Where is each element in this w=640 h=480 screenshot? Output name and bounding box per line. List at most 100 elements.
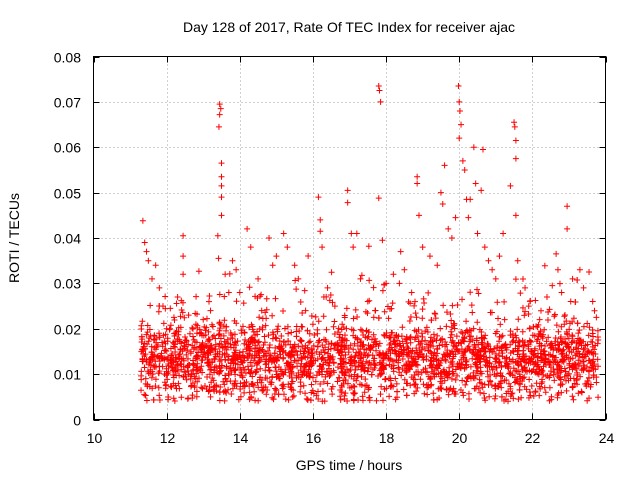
data-point <box>483 357 490 364</box>
y-tick-label: 0.02 <box>54 322 81 338</box>
data-point <box>185 341 192 348</box>
data-point <box>503 359 510 366</box>
data-point <box>569 318 576 325</box>
data-point <box>375 82 382 89</box>
data-point <box>530 392 537 399</box>
data-point <box>143 331 150 338</box>
data-point <box>537 307 544 314</box>
data-point <box>470 375 477 382</box>
data-point <box>232 338 239 345</box>
data-point <box>526 298 533 305</box>
data-point <box>411 302 418 309</box>
data-point <box>419 333 426 340</box>
data-point <box>445 391 452 398</box>
data-point <box>143 397 150 404</box>
data-point <box>328 340 335 347</box>
data-point <box>563 387 570 394</box>
data-point <box>269 394 276 401</box>
data-point <box>412 361 419 368</box>
data-point <box>364 368 371 375</box>
data-point <box>260 342 267 349</box>
data-point <box>221 293 228 300</box>
data-point <box>440 302 447 309</box>
data-point <box>542 343 549 350</box>
data-point <box>155 384 162 391</box>
data-point <box>551 357 558 364</box>
data-point <box>160 320 167 327</box>
data-point <box>240 348 247 355</box>
data-point <box>580 284 587 291</box>
data-point <box>345 349 352 356</box>
data-point <box>193 293 200 300</box>
data-point <box>358 362 365 369</box>
data-point <box>193 388 200 395</box>
data-point <box>554 366 561 373</box>
data-point <box>413 349 420 356</box>
data-point <box>359 327 366 334</box>
data-point <box>173 300 180 307</box>
data-point <box>329 299 336 306</box>
data-point <box>177 346 184 353</box>
data-point <box>167 305 174 312</box>
data-point <box>459 389 466 396</box>
data-point <box>407 339 414 346</box>
data-point <box>591 346 598 353</box>
data-point <box>162 347 169 354</box>
data-point <box>491 395 498 402</box>
data-point <box>501 355 508 362</box>
data-point <box>241 389 248 396</box>
data-point <box>376 351 383 358</box>
data-point <box>322 337 329 344</box>
data-point <box>491 345 498 352</box>
data-point <box>535 353 542 360</box>
data-point <box>513 368 520 375</box>
data-point <box>234 354 241 361</box>
data-point <box>484 368 491 375</box>
data-point <box>277 351 284 358</box>
data-point <box>565 377 572 384</box>
data-point <box>283 360 290 367</box>
data-point <box>174 293 181 300</box>
data-point <box>178 366 185 373</box>
data-point <box>218 173 225 180</box>
data-point <box>372 307 379 314</box>
data-point <box>379 287 386 294</box>
data-point <box>362 376 369 383</box>
data-point <box>532 388 539 395</box>
data-point <box>385 315 392 322</box>
data-point <box>255 275 262 282</box>
data-point <box>378 369 385 376</box>
data-point <box>465 214 472 221</box>
data-point <box>231 349 238 356</box>
data-point <box>352 352 359 359</box>
data-point <box>342 336 349 343</box>
data-point <box>565 370 572 377</box>
data-point <box>544 372 551 379</box>
data-point <box>165 393 172 400</box>
y-tick-label: 0.07 <box>54 95 81 111</box>
data-point <box>189 392 196 399</box>
data-point <box>468 302 475 309</box>
y-tick-label: 0.01 <box>54 367 81 383</box>
data-point <box>195 268 202 275</box>
data-point <box>192 310 199 317</box>
data-point <box>350 346 357 353</box>
data-point <box>574 369 581 376</box>
data-point <box>370 314 377 321</box>
data-point <box>248 321 255 328</box>
data-point <box>482 397 489 404</box>
data-point <box>318 366 325 373</box>
data-point <box>569 275 576 282</box>
data-point <box>316 337 323 344</box>
data-point <box>453 372 460 379</box>
data-point <box>162 293 169 300</box>
data-point <box>365 243 372 250</box>
data-point <box>309 360 316 367</box>
data-point <box>405 352 412 359</box>
data-point <box>388 305 395 312</box>
data-point <box>558 367 565 374</box>
data-point <box>222 375 229 382</box>
data-point <box>364 334 371 341</box>
data-point <box>515 347 522 354</box>
